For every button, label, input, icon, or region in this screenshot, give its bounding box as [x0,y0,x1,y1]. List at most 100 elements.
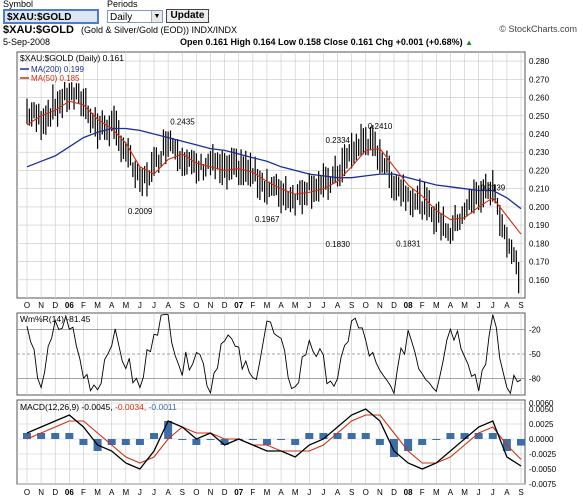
price-y-tick: 0.190 [529,221,550,230]
price-annotation: 0.1831 [396,240,421,249]
macd-x-tick: S [349,488,354,497]
price-x-tick: S [180,301,185,310]
price-y-tick: 0.210 [529,185,550,194]
macd-x-tick: M [433,488,440,497]
macd-histogram-bar [37,433,46,439]
macd-panel-frame [16,399,526,485]
macd-histogram-bar [389,439,398,457]
price-annotation: 0.2410 [368,122,393,131]
macd-histogram-bar [418,439,427,445]
macd-histogram-bar [79,439,88,445]
macd-histogram-bar [135,439,144,445]
macd-histogram-bar [23,433,31,439]
macd-histogram-bar [305,433,314,439]
legend-macd-value: -0.0045, [81,402,115,412]
macd-x-tick: D [52,488,58,497]
macd-histogram-bar [65,433,74,439]
update-button[interactable]: Update [166,9,209,23]
macd-histogram-bar [517,439,525,446]
macd-x-tick: M [264,488,271,497]
change-up-icon: ▲ [465,38,474,47]
macd-y-tick: 0.0050 [529,405,554,414]
legend-macd-signal-value: -0.0034, [115,402,149,412]
macd-x-tick: J [321,488,325,497]
price-x-tick: J [138,301,142,310]
price-x-tick: N [377,301,383,310]
macd-y-tick: 0.0060 [529,399,554,408]
price-y-tick: 0.270 [529,75,550,84]
macd-histogram-bar [319,433,328,439]
price-y-tick: 0.180 [529,239,550,248]
macd-histogram-bar [361,433,370,439]
macd-x-tick: O [193,488,199,497]
macd-x-tick: F [250,488,255,497]
price-x-tick: A [335,301,341,310]
periods-label: Periods [107,0,138,9]
price-x-tick: S [349,301,354,310]
macd-histogram-bar [150,433,159,439]
price-y-tick: 0.200 [529,203,550,212]
macd-x-tick: A [109,488,115,497]
macd-x-tick: O [24,488,30,497]
macd-x-tick: A [504,488,510,497]
price-annotation: 0.2139 [481,184,506,193]
macd-x-tick: N [208,488,214,497]
price-annotation: 0.2334 [326,136,351,145]
legend-macd-name: MACD(12,26,9) [20,402,81,412]
price-annotation: 0.1967 [255,215,280,224]
macd-histogram-bar [460,433,469,439]
macd-histogram-bar [262,439,271,445]
macd-x-tick: N [377,488,383,497]
macd-x-tick: J [491,488,495,497]
price-x-tick: M [461,301,468,310]
price-x-tick: J [307,301,311,310]
macd-histogram-bar [474,433,483,439]
symbol-label: Symbol [3,0,34,9]
price-x-tick: O [24,301,30,310]
symbol-input[interactable]: $XAU:$GOLD [3,9,99,24]
ma50-line [26,100,522,235]
chevron-down-icon: ▼ [151,11,162,22]
macd-histogram-bar [375,439,384,445]
price-x-tick: D [222,301,228,310]
macd-histogram-bar [121,439,130,445]
wpr-y-tick: -50 [529,350,541,359]
price-x-tick: 06 [65,301,74,310]
price-x-tick: M [122,301,129,310]
macd-x-tick: S [518,488,523,497]
price-x-tick: A [504,301,510,310]
legend-price: $XAU:$GOLD (Daily) 0.161 [20,53,124,63]
price-y-tick: 0.260 [529,94,550,103]
price-x-tick: M [292,301,299,310]
price-x-tick: M [94,301,101,310]
macd-x-tick: 08 [404,488,413,497]
macd-histogram-bar [192,439,201,445]
macd-line [26,408,522,470]
price-y-tick: 0.280 [529,57,550,66]
wpr-y-tick: -20 [529,325,541,334]
macd-x-tick: M [292,488,299,497]
macd-x-tick: O [363,488,369,497]
ohlc-readout: Open 0.161 High 0.164 Low 0.158 Close 0.… [180,37,473,47]
price-x-tick: O [363,301,369,310]
macd-histogram-bar [488,433,497,439]
price-annotation: 0.2435 [170,118,195,127]
macd-y-tick: 0.0000 [529,435,554,444]
macd-x-tick: D [391,488,397,497]
macd-y-tick: -0.0025 [529,450,557,459]
legend-wpr: Wm%R(14) -81.45 [20,314,91,324]
price-y-tick: 0.230 [529,148,550,157]
period-select[interactable]: Daily ▼ [107,10,163,23]
chart-date: 5-Sep-2008 [3,37,51,47]
macd-histogram-bar [333,433,342,439]
ma200-line [26,127,522,210]
price-x-tick: F [420,301,425,310]
price-x-tick: F [81,301,86,310]
stockcharts-watermark: © StockCharts.com [499,24,577,34]
macd-histogram-bar [206,439,215,440]
macd-histogram-bar [291,439,300,445]
price-y-tick: 0.160 [529,276,550,285]
price-x-tick: M [433,301,440,310]
macd-x-tick: J [477,488,481,497]
legend-macd-hist-value: -0.0011 [149,402,177,412]
